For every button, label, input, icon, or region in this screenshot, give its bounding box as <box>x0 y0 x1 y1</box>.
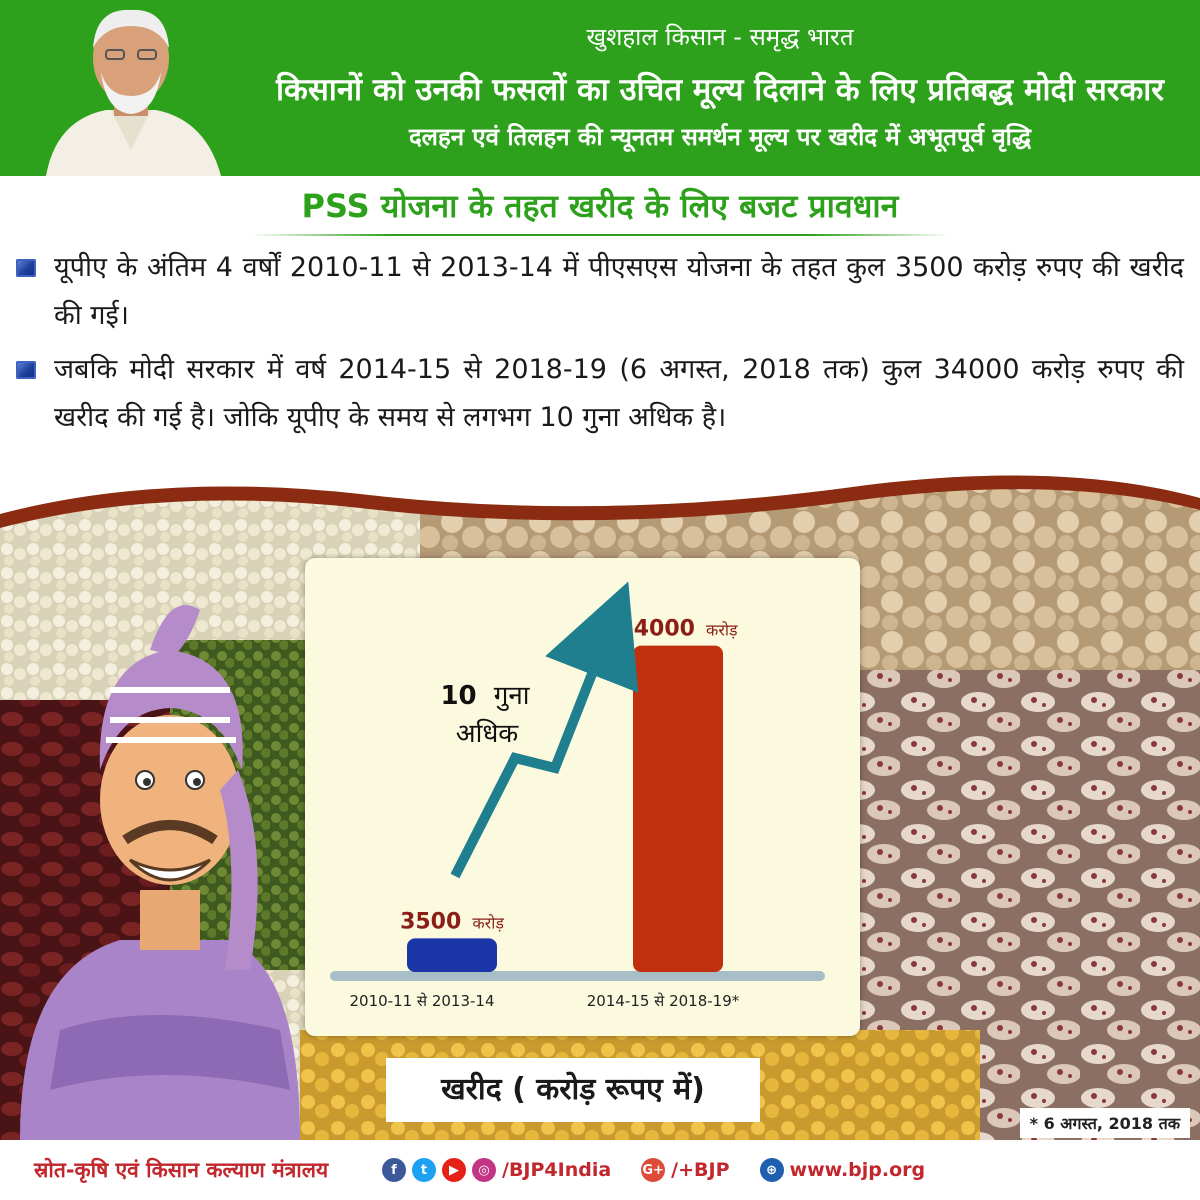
chart-baseline <box>330 971 825 981</box>
social-handle[interactable]: /BJP4India <box>502 1159 612 1181</box>
footnote: * 6 अगस्त, 2018 तक <box>1019 1108 1190 1138</box>
youtube-icon[interactable]: ▶ <box>442 1158 466 1182</box>
value-unit: करोड़ <box>706 621 738 640</box>
category-label-2014-2019: 2014-15 से 2018-19* <box>587 992 740 1010</box>
bullet-upa: यूपीए के अंतिम 4 वर्षों 2010-11 से 2013-… <box>16 244 1184 340</box>
bar-2014-2019 <box>633 645 723 972</box>
annotation-number: 10 <box>440 681 476 711</box>
chart-caption: खरीद ( करोड़ रूपए में) <box>386 1058 760 1122</box>
purchase-chart: 3500 करोड़ 34000 करोड़ 2010-11 से 2013-1… <box>330 581 825 1010</box>
gplus-handle[interactable]: /+BJP <box>671 1159 730 1181</box>
title-divider <box>250 234 950 236</box>
bar-2010-2014 <box>407 938 497 972</box>
value-label-2014-2019: 34000 करोड़ <box>618 617 738 642</box>
chart-card: 3500 करोड़ 34000 करोड़ 2010-11 से 2013-1… <box>305 558 860 1036</box>
bullet-modi-govt: जबकि मोदी सरकार में वर्ष 2014-15 से 2018… <box>16 346 1184 442</box>
annotation-word: गुना <box>494 681 531 711</box>
bullet-text: जबकि मोदी सरकार में वर्ष 2014-15 से 2018… <box>54 354 1184 433</box>
bullet-marker-icon <box>16 361 36 379</box>
growth-arrow <box>450 581 639 879</box>
section-title: PSS योजना के तहत खरीद के लिए बजट प्रावधा… <box>301 187 899 225</box>
google-plus-icon[interactable]: G+ <box>641 1158 666 1182</box>
website-link[interactable]: www.bjp.org <box>789 1159 926 1181</box>
value-number: 34000 <box>618 617 695 642</box>
farmer-illustration <box>20 605 300 1140</box>
footer: स्रोत-कृषि एवं किसान कल्याण मंत्रालय f t… <box>0 1140 1200 1200</box>
value-label-2010-2014: 3500 करोड़ <box>400 909 504 934</box>
bullet-text: यूपीए के अंतिम 4 वर्षों 2010-11 से 2013-… <box>54 252 1184 331</box>
instagram-icon[interactable]: ◎ <box>472 1158 496 1182</box>
social-links: f t ▶ ◎ /BJP4India G+ /+BJP ⊕ www.bjp.or… <box>382 1156 925 1184</box>
source-credit: स्रोत-कृषि एवं किसान कल्याण मंत्रालय <box>34 1158 329 1182</box>
facebook-icon[interactable]: f <box>382 1158 406 1182</box>
header-tagline: खुशहाल किसान - समृद्ध भारत <box>586 23 854 51</box>
header-banner: खुशहाल किसान - समृद्ध भारत किसानों को उन… <box>0 0 1200 176</box>
category-label-2010-2014: 2010-11 से 2013-14 <box>349 992 494 1010</box>
twitter-icon[interactable]: t <box>412 1158 436 1182</box>
value-number: 3500 <box>400 909 461 934</box>
globe-icon[interactable]: ⊕ <box>759 1158 784 1182</box>
value-unit: करोड़ <box>472 913 504 932</box>
leader-portrait <box>26 0 236 176</box>
header-subheadline: दलहन एवं तिलहन की न्यूनतम समर्थन मूल्य प… <box>408 123 1032 151</box>
grain-background <box>0 470 1200 1140</box>
bullet-marker-icon <box>16 259 36 277</box>
annotation-line1: 10 गुना <box>440 681 530 711</box>
header-headline: किसानों को उनकी फसलों का उचित मूल्य दिला… <box>276 72 1164 108</box>
annotation-line2: अधिक <box>456 718 520 749</box>
